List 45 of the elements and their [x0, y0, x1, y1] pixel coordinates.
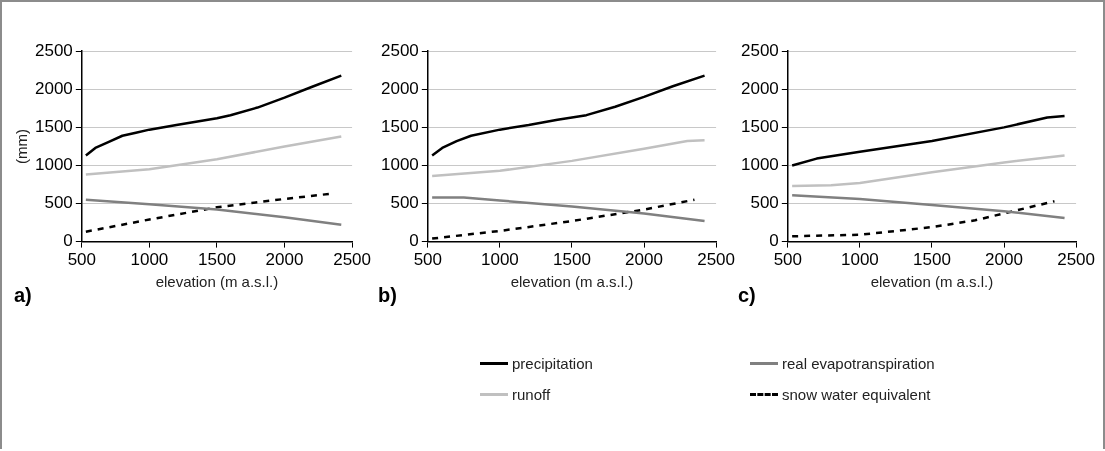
- y-tick-label: 0: [769, 231, 779, 251]
- x-axis-title: elevation (m a.s.l.): [510, 273, 634, 291]
- x-tick-label: 1000: [130, 250, 169, 270]
- y-tick-label: 2000: [380, 78, 419, 98]
- x-tick-label: 2000: [625, 250, 663, 270]
- y-tick-label: 2000: [740, 78, 779, 98]
- text: a): [14, 283, 32, 306]
- y-tick-label: 1000: [380, 155, 419, 175]
- legend-label: runoff: [512, 386, 551, 403]
- x-tick-label: 2000: [265, 250, 304, 270]
- y-tick-label: 2500: [380, 40, 419, 60]
- x-tick-label: 2500: [1057, 250, 1095, 270]
- y-tick-label: 1500: [740, 117, 779, 137]
- x-tick-label: 2000: [985, 250, 1023, 270]
- x-tick-label: 2500: [697, 250, 735, 270]
- y-tick-label: 1000: [740, 155, 779, 175]
- text: b): [378, 283, 397, 306]
- x-tick-label: 500: [413, 250, 443, 270]
- y-tick-label: 500: [750, 193, 779, 213]
- x-axis-title: elevation (m a.s.l.): [870, 273, 994, 291]
- x-tick-label: 500: [67, 250, 97, 270]
- y-tick-label: 1500: [380, 117, 419, 137]
- y-tick-label: 0: [409, 231, 419, 251]
- y-tick-label: 1000: [34, 155, 73, 175]
- y-tick-label: 2500: [34, 40, 73, 60]
- x-tick-label: 1500: [198, 250, 236, 270]
- legend-label: precipitation: [512, 355, 593, 372]
- x-tick-label: 500: [773, 250, 803, 270]
- x-tick-label: 1500: [553, 250, 591, 270]
- x-tick-label: 1000: [480, 250, 519, 270]
- y-tick-label: 500: [44, 193, 73, 213]
- text: c): [738, 283, 756, 306]
- y-tick-label: 2500: [740, 40, 779, 60]
- line-series: [790, 199, 1056, 238]
- x-tick-label: 2500: [333, 250, 371, 270]
- legend-label: snow water equivalent: [782, 386, 931, 403]
- y-tick-label: 0: [63, 231, 73, 251]
- x-tick-label: 1500: [913, 250, 951, 270]
- y-tick-label: 500: [390, 193, 419, 213]
- x-tick-label: 1000: [840, 250, 879, 270]
- x-axis-title: elevation (m a.s.l.): [155, 273, 279, 291]
- y-tick-label: 2000: [34, 78, 73, 98]
- y-axis-title: (mm): [13, 128, 31, 164]
- y-tick-label: 1500: [34, 117, 73, 137]
- legend-label: real evapotranspiration: [782, 355, 935, 372]
